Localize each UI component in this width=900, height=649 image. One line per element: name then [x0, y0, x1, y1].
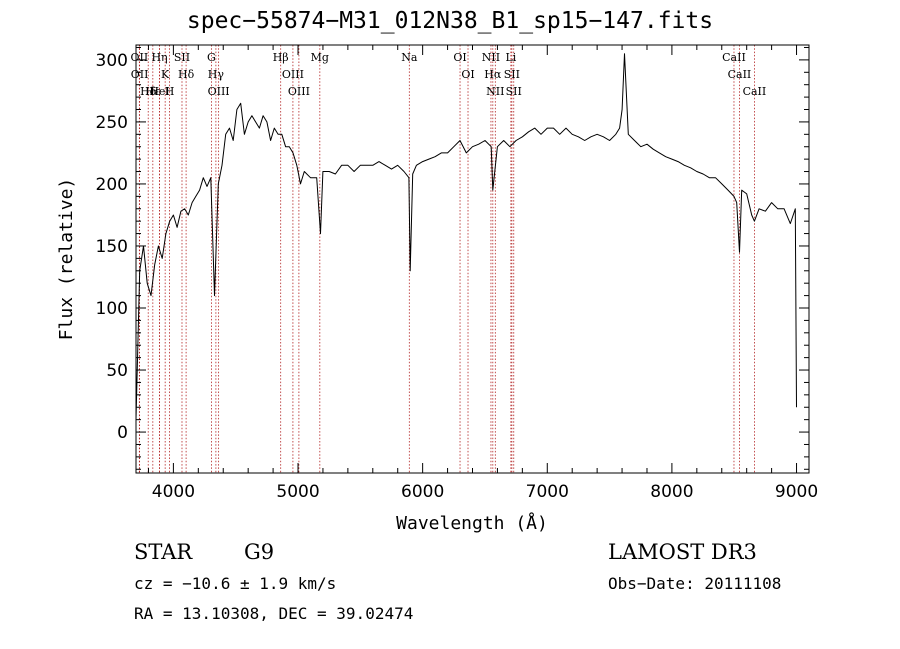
y-tick-label: 0 — [117, 423, 128, 443]
marker-label: OI — [461, 68, 474, 81]
marker-label: Mg — [311, 51, 329, 64]
x-tick-label: 9000 — [775, 482, 818, 502]
marker-label: CaII — [722, 51, 746, 64]
marker-label: Li — [505, 51, 516, 64]
marker-label: OIII — [208, 85, 230, 98]
survey-label: LAMOST DR3 — [608, 540, 757, 564]
x-tick-label: 5000 — [276, 482, 319, 502]
y-tick-label: 100 — [96, 299, 128, 319]
x-tick-label: 6000 — [401, 482, 444, 502]
y-tick-label: 250 — [96, 113, 128, 133]
spectrum-series — [135, 53, 797, 420]
marker-label: SII — [174, 51, 190, 64]
marker-label: SII — [506, 85, 522, 98]
y-tick-label: 150 — [96, 237, 128, 257]
marker-label: NII — [486, 85, 504, 98]
marker-label: OI — [453, 51, 466, 64]
y-tick-label: 50 — [106, 361, 128, 381]
marker-label: K — [161, 68, 170, 81]
marker-label: OIII — [288, 85, 310, 98]
marker-label: H — [165, 85, 175, 98]
y-axis-label: Flux (relative) — [56, 178, 77, 341]
y-tick-label: 300 — [96, 51, 128, 71]
marker-label: CaII — [743, 85, 767, 98]
marker-label: SII — [504, 68, 520, 81]
cz-label: cz = −10.6 ± 1.9 km/s — [134, 574, 337, 593]
marker-label: Hε — [145, 85, 161, 98]
marker-label: OIII — [282, 68, 304, 81]
marker-label: CaII — [728, 68, 752, 81]
x-tick-label: 7000 — [526, 482, 569, 502]
marker-label: OII — [131, 51, 149, 64]
class-label: STAR — [134, 540, 193, 564]
obs-date-label: Obs−Date: 20111108 — [608, 574, 782, 593]
marker-label: Hδ — [140, 85, 157, 98]
chart-title: spec−55874−M31_012N38_B1_sp15−147.fits — [186, 8, 714, 34]
marker-label: G — [207, 51, 216, 64]
marker-label: Hδ — [178, 68, 195, 81]
marker-label: Hβ — [273, 51, 289, 64]
coords-label: RA = 13.10308, DEC = 39.02474 — [134, 604, 414, 623]
y-tick-label: 200 — [96, 175, 128, 195]
marker-label: OII — [131, 68, 149, 81]
x-axis-label: Wavelength (Å) — [396, 512, 548, 534]
marker-label: Hη — [151, 51, 167, 64]
line-markers — [138, 45, 755, 473]
marker-label: NII — [482, 51, 500, 64]
marker-label: Hα — [484, 68, 502, 81]
axes: 4000 5000 6000 7000 8000 9000 0 50 100 150 200 250 3… — [96, 45, 818, 502]
x-tick-label: 8000 — [650, 482, 693, 502]
spectrum-line — [135, 53, 797, 420]
marker-label: Na — [401, 51, 418, 64]
marker-label: Hγ — [208, 68, 225, 81]
subclass-label: G9 — [244, 540, 275, 564]
marker-label: HeI — [149, 85, 169, 98]
x-tick-label: 4000 — [152, 482, 195, 502]
marker-labels: OIIOIIHδHεHηHeIKHSIIHδGHγOIIIHβOIIIOIIIM… — [131, 51, 767, 98]
